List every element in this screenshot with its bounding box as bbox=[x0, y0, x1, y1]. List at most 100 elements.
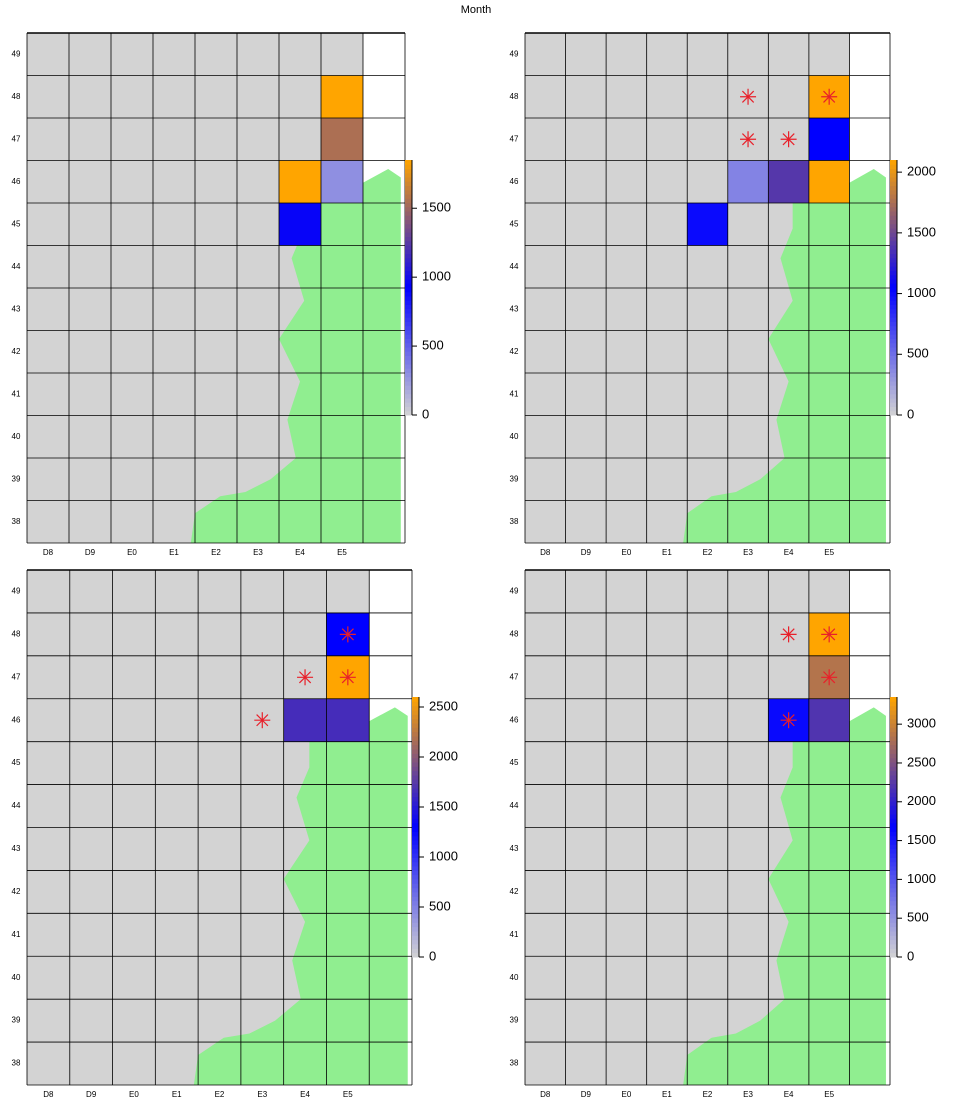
row-label: 42 bbox=[510, 347, 519, 356]
star-stroke bbox=[298, 671, 312, 684]
colorbar-segment bbox=[890, 809, 897, 815]
colorbar-segment bbox=[890, 935, 897, 941]
star bbox=[740, 88, 757, 105]
colorbar-segment bbox=[890, 757, 897, 763]
colorbar-segment bbox=[890, 913, 897, 919]
colorbar-segment bbox=[412, 736, 419, 741]
colorbar-segment bbox=[405, 219, 412, 225]
colorbar-segment bbox=[412, 926, 419, 932]
colorbar-segment bbox=[405, 347, 412, 352]
colorbar-segment bbox=[890, 308, 897, 314]
star-stroke bbox=[741, 90, 755, 103]
colorbar-segment bbox=[412, 731, 419, 737]
colorbar-segment bbox=[412, 762, 419, 767]
map-panel: 49 48 47 46 45 44 43 42 41 40 39 38 D8 D9 E0 E1 E2 E3 E4 E5… bbox=[510, 569, 936, 1099]
column-label: E5 bbox=[343, 1090, 353, 1099]
row-label: 38 bbox=[510, 517, 519, 526]
row-label: 38 bbox=[12, 517, 21, 526]
column-label: E1 bbox=[169, 548, 179, 557]
land bbox=[193, 707, 408, 1085]
colorbar-tick-label: 0 bbox=[907, 406, 914, 421]
row-label: 45 bbox=[510, 758, 519, 767]
colorbar-segment bbox=[412, 840, 419, 845]
colorbar-segment bbox=[890, 334, 897, 339]
colorbar-segment bbox=[405, 262, 412, 267]
colorbar-tick-label: 1500 bbox=[429, 798, 458, 813]
colorbar-segment bbox=[890, 831, 897, 837]
colorbar-segment bbox=[405, 211, 412, 216]
colorbar-segment bbox=[890, 402, 897, 407]
colorbar-segment bbox=[890, 206, 897, 212]
colorbar-segment bbox=[412, 766, 419, 772]
colorbar-segment bbox=[890, 338, 897, 344]
colorbar-segment bbox=[890, 232, 897, 237]
cell bbox=[283, 698, 327, 742]
star bbox=[780, 712, 797, 729]
colorbar-segment bbox=[412, 944, 419, 949]
star-stroke bbox=[341, 628, 354, 641]
column-label: D8 bbox=[43, 1090, 54, 1099]
colorbar-segment bbox=[405, 228, 412, 233]
star-stroke bbox=[256, 714, 269, 727]
colorbar-segment bbox=[890, 194, 897, 199]
colorbar-segment bbox=[890, 202, 897, 208]
colorbar-segment bbox=[412, 848, 419, 854]
colorbar-segment bbox=[412, 883, 419, 889]
column-label: E0 bbox=[621, 1090, 631, 1099]
column-label: E0 bbox=[129, 1090, 139, 1099]
colorbar-tick-label: 2500 bbox=[429, 698, 458, 713]
colorbar-segment bbox=[412, 870, 419, 876]
colorbar-segment bbox=[405, 257, 412, 263]
row-label: 49 bbox=[12, 587, 21, 596]
row-label: 43 bbox=[12, 844, 21, 853]
colorbar-tick-label: 1000 bbox=[429, 848, 458, 863]
colorbar-segment bbox=[890, 753, 897, 759]
colorbar-segment bbox=[890, 177, 897, 182]
star bbox=[821, 88, 838, 105]
colorbar-segment bbox=[412, 792, 419, 798]
colorbar-segment bbox=[890, 740, 897, 746]
colorbar-segment bbox=[405, 406, 412, 412]
column-label: D8 bbox=[540, 1090, 551, 1099]
row-label: 46 bbox=[12, 715, 21, 724]
column-label: E4 bbox=[784, 1090, 794, 1099]
colorbar-segment bbox=[412, 835, 419, 841]
column-label: D9 bbox=[85, 548, 96, 557]
colorbar-segment bbox=[405, 359, 412, 365]
colorbar-segment bbox=[890, 840, 897, 845]
colorbar-segment bbox=[890, 245, 897, 250]
row-label: 47 bbox=[510, 672, 519, 681]
colorbar-segment bbox=[412, 710, 419, 715]
colorbar-segment bbox=[890, 818, 897, 824]
colorbar-segment bbox=[405, 160, 412, 165]
colorbar-segment bbox=[405, 181, 412, 186]
colorbar-segment bbox=[412, 948, 419, 954]
colorbar-segment bbox=[412, 705, 419, 711]
cell bbox=[808, 698, 850, 742]
colorbar-segment bbox=[405, 189, 412, 195]
colorbar-segment bbox=[405, 253, 412, 259]
colorbar-segment bbox=[890, 368, 897, 373]
colorbar-segment bbox=[405, 393, 412, 399]
colorbar-segment bbox=[412, 753, 419, 759]
column-label: E4 bbox=[295, 548, 305, 557]
colorbar-tick-label: 0 bbox=[907, 948, 914, 963]
row-label: 43 bbox=[510, 304, 519, 313]
row-label: 38 bbox=[510, 1059, 519, 1068]
star-stroke bbox=[823, 90, 836, 103]
colorbar-segment bbox=[412, 879, 419, 884]
colorbar-segment bbox=[412, 900, 419, 906]
colorbar-segment bbox=[890, 270, 897, 276]
colorbar-segment bbox=[412, 718, 419, 724]
colorbar-segment bbox=[890, 814, 897, 819]
colorbar-segment bbox=[890, 219, 897, 225]
colorbar-segment bbox=[405, 389, 412, 395]
colorbar-segment bbox=[890, 364, 897, 369]
cell bbox=[808, 160, 850, 203]
colorbar-segment bbox=[405, 410, 412, 416]
colorbar-segment bbox=[890, 393, 897, 399]
colorbar-segment bbox=[890, 783, 897, 789]
colorbar-segment bbox=[890, 796, 897, 802]
colorbar-segment bbox=[405, 283, 412, 288]
